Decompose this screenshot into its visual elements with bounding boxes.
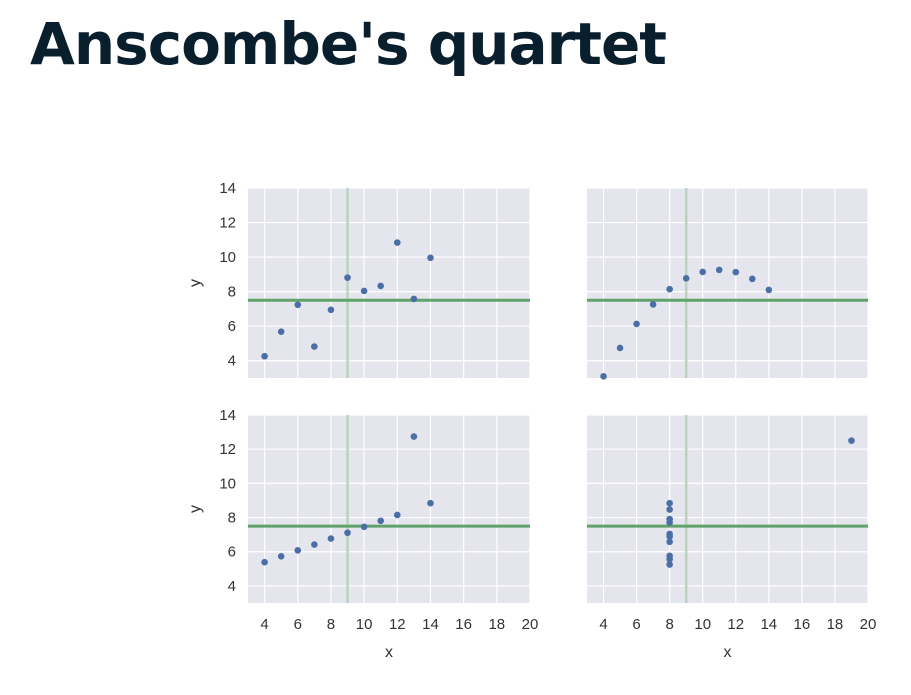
x-tick-label: 18 xyxy=(488,616,505,633)
plot-background xyxy=(248,415,530,603)
x-tick-label: 16 xyxy=(794,616,811,633)
x-tick-label: 20 xyxy=(860,616,877,633)
y-tick-label: 12 xyxy=(219,441,236,458)
x-tick-label: 4 xyxy=(599,616,607,633)
data-point xyxy=(344,274,351,281)
data-point xyxy=(666,538,673,546)
y-tick-label: 6 xyxy=(228,318,236,335)
data-point xyxy=(633,320,640,328)
x-tick-label: 6 xyxy=(294,616,302,633)
y-tick-label: 8 xyxy=(228,510,236,527)
x-tick-label: 12 xyxy=(727,616,744,633)
data-point xyxy=(393,239,401,246)
data-point xyxy=(360,523,368,531)
x-tick-label: 10 xyxy=(694,616,711,633)
data-point xyxy=(277,328,285,336)
plot-background xyxy=(587,415,868,603)
x-tick-label: 8 xyxy=(665,616,673,633)
y-tick-label: 10 xyxy=(219,249,236,266)
data-point xyxy=(311,541,318,548)
panel-top-right xyxy=(587,187,869,380)
x-tick-label: 18 xyxy=(827,616,844,633)
data-point xyxy=(649,301,657,308)
x-tick-label: 20 xyxy=(522,616,539,633)
data-point xyxy=(327,535,335,542)
y-tick-label: 12 xyxy=(219,215,236,232)
data-point xyxy=(732,268,740,276)
y-tick-label: 10 xyxy=(219,475,236,492)
data-point xyxy=(666,499,673,507)
data-point xyxy=(261,352,268,360)
y-axis-label: y xyxy=(187,279,204,287)
y-tick-label: 8 xyxy=(228,284,236,301)
x-tick-label: 8 xyxy=(327,616,335,633)
data-point xyxy=(748,275,756,283)
data-point xyxy=(715,266,723,274)
data-point xyxy=(311,343,318,350)
x-tick-label: 14 xyxy=(760,616,777,633)
panel-top-left: 4 6 8 10 12 14 y xyxy=(187,180,531,378)
data-point xyxy=(666,285,673,293)
data-point xyxy=(393,511,401,519)
data-point xyxy=(277,553,285,560)
x-tick-label: 16 xyxy=(455,616,472,633)
data-point xyxy=(427,499,434,507)
data-point xyxy=(848,437,855,444)
plot-background xyxy=(248,188,530,378)
x-tick-label: 6 xyxy=(632,616,640,633)
data-point xyxy=(765,286,773,294)
data-point xyxy=(327,306,335,314)
y-axis-label: y xyxy=(187,505,204,513)
y-tick-label: 14 xyxy=(219,180,236,197)
x-tick-label: 12 xyxy=(389,616,406,633)
data-point xyxy=(344,529,351,537)
page-title: Anscombe's quartet xyxy=(30,10,667,78)
data-point xyxy=(427,254,434,262)
plot-background xyxy=(587,188,868,378)
data-point xyxy=(294,301,302,309)
data-point xyxy=(699,268,707,276)
data-point xyxy=(294,547,302,554)
data-point xyxy=(377,517,385,525)
x-tick-label: 10 xyxy=(356,616,373,633)
data-point xyxy=(666,506,673,513)
data-point xyxy=(261,558,268,566)
data-point xyxy=(600,372,607,380)
data-point xyxy=(410,295,418,303)
y-tick-label: 14 xyxy=(219,407,236,424)
data-point xyxy=(410,433,418,440)
data-point xyxy=(616,344,624,352)
data-point xyxy=(666,561,673,568)
x-axis-label: x xyxy=(385,644,393,661)
data-point xyxy=(666,533,673,540)
data-point xyxy=(666,515,673,523)
data-point xyxy=(666,555,673,563)
data-point xyxy=(360,287,368,295)
data-point xyxy=(682,275,690,282)
y-tick-label: 4 xyxy=(228,578,236,595)
x-tick-label: 14 xyxy=(422,616,439,633)
x-tick-label: 4 xyxy=(260,616,268,633)
panel-bottom-left: 4 6 8 10 12 14 4 6 8 10 12 14 16 18 20 y x xyxy=(187,407,538,661)
panel-bottom-right: 4 6 8 10 12 14 16 18 20 x xyxy=(587,414,877,661)
data-point xyxy=(377,282,385,290)
x-axis-label: x xyxy=(724,644,732,661)
y-tick-label: 4 xyxy=(228,353,236,370)
y-tick-label: 6 xyxy=(228,544,236,561)
